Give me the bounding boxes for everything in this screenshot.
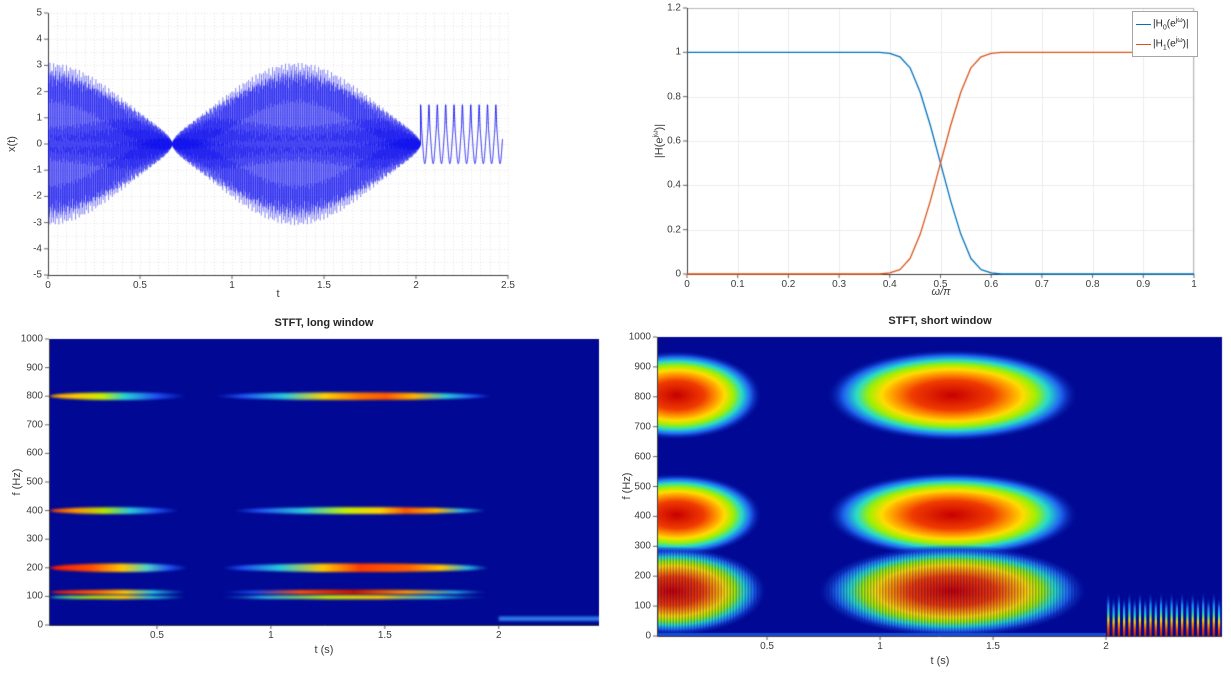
x-tick-label: 1 bbox=[229, 280, 235, 291]
x-tick-label: 2 bbox=[1103, 641, 1109, 652]
y-tick-label: 0.2 bbox=[667, 224, 681, 236]
x-tick-label: 0.8 bbox=[1085, 279, 1100, 290]
legend-line-h0 bbox=[1136, 23, 1151, 25]
x-tick-label: 0.9 bbox=[1136, 279, 1151, 290]
x-tick-label: 1.5 bbox=[377, 630, 392, 641]
y-tick-label: 0.4 bbox=[667, 179, 681, 191]
x-tick-label: 0.1 bbox=[730, 279, 745, 290]
y-tick-label: 300 bbox=[26, 533, 43, 545]
y-tick-label: 700 bbox=[634, 421, 651, 433]
legend-box: |H0(ejω)| |H1(ejω)| bbox=[1132, 11, 1198, 57]
y-tick-label: 0.8 bbox=[667, 91, 681, 103]
stft-short-xlabel: t (s) bbox=[930, 655, 950, 667]
x-tick-label: 0 bbox=[684, 279, 690, 290]
y-tick-label: 100 bbox=[634, 600, 651, 612]
y-tick-label: 800 bbox=[26, 390, 43, 402]
x-tick-label: 0.5 bbox=[133, 280, 147, 291]
y-tick-label: 1 bbox=[675, 46, 681, 58]
y-tick-label: 5 bbox=[36, 7, 42, 19]
legend-label-h0: |H0(ejω)| bbox=[1153, 16, 1189, 32]
x-tick-label: 0.5 bbox=[760, 641, 774, 652]
y-tick-label: -1 bbox=[33, 164, 42, 176]
y-tick-label: 1000 bbox=[20, 333, 43, 345]
y-tick-label: 600 bbox=[26, 447, 43, 459]
y-tick-label: 0 bbox=[36, 138, 42, 150]
stft-long-title: STFT, long window bbox=[274, 317, 374, 329]
legend-entry-h0: |H0(ejω)| bbox=[1136, 14, 1194, 34]
y-tick-label: 300 bbox=[634, 540, 651, 552]
y-tick-label: 700 bbox=[26, 419, 43, 431]
y-tick-label: 200 bbox=[26, 562, 43, 574]
y-tick-label: 900 bbox=[26, 362, 43, 374]
y-tick-label: 0.6 bbox=[667, 135, 681, 147]
y-tick-label: 0 bbox=[675, 268, 681, 280]
y-tick-label: 900 bbox=[634, 361, 651, 373]
y-tick-label: -5 bbox=[33, 269, 42, 281]
y-tick-label: -4 bbox=[33, 243, 42, 255]
y-tick-label: 2 bbox=[36, 86, 42, 98]
x-tick-label: 0.5 bbox=[150, 630, 164, 641]
y-tick-label: 400 bbox=[26, 505, 43, 517]
time-plot-xlabel: t bbox=[276, 288, 280, 300]
x-tick-label: 1.5 bbox=[317, 280, 331, 291]
x-tick-label: 0.3 bbox=[832, 279, 847, 290]
x-tick-label: 2 bbox=[413, 280, 419, 291]
x-tick-label: 1 bbox=[877, 641, 883, 652]
y-tick-label: 600 bbox=[634, 451, 651, 463]
y-tick-label: 0 bbox=[645, 630, 651, 642]
x-tick-label: 1 bbox=[1191, 279, 1197, 290]
y-tick-label: 1000 bbox=[628, 331, 651, 343]
x-tick-label: 0.6 bbox=[984, 279, 999, 290]
legend-entry-h1: |H1(ejω)| bbox=[1136, 34, 1194, 54]
y-tick-label: 500 bbox=[26, 476, 43, 488]
y-tick-label: 500 bbox=[634, 481, 651, 492]
x-tick-label: 0.2 bbox=[781, 279, 796, 290]
y-tick-label: 200 bbox=[634, 570, 651, 582]
x-tick-label: 0.5 bbox=[933, 279, 948, 290]
y-tick-label: 1 bbox=[36, 112, 42, 124]
x-tick-label: 1 bbox=[268, 630, 274, 641]
y-tick-label: 3 bbox=[36, 59, 42, 71]
y-tick-label: -2 bbox=[33, 190, 42, 202]
y-tick-label: 100 bbox=[26, 590, 43, 602]
legend-line-h1 bbox=[1136, 43, 1151, 45]
y-tick-label: 0 bbox=[37, 619, 43, 631]
x-tick-label: 0.4 bbox=[882, 279, 897, 290]
x-tick-label: 1.5 bbox=[986, 641, 1000, 652]
x-tick-label: 2 bbox=[495, 630, 502, 641]
x-tick-label: 2.5 bbox=[501, 280, 515, 291]
y-tick-label: 400 bbox=[634, 510, 651, 522]
y-tick-label: -3 bbox=[33, 217, 42, 229]
legend-label-h1: |H1(ejω)| bbox=[1153, 36, 1189, 52]
stft-long-xlabel: t (s) bbox=[314, 644, 334, 656]
x-tick-label: 0.7 bbox=[1034, 279, 1049, 290]
filter-plot-xlabel: ω/π bbox=[931, 286, 951, 298]
x-tick-label: 0 bbox=[45, 280, 51, 291]
y-tick-label: 1.2 bbox=[667, 2, 681, 14]
y-tick-label: 4 bbox=[36, 33, 42, 45]
stft-short-title: STFT, short window bbox=[888, 315, 992, 327]
y-tick-label: 800 bbox=[634, 391, 651, 403]
